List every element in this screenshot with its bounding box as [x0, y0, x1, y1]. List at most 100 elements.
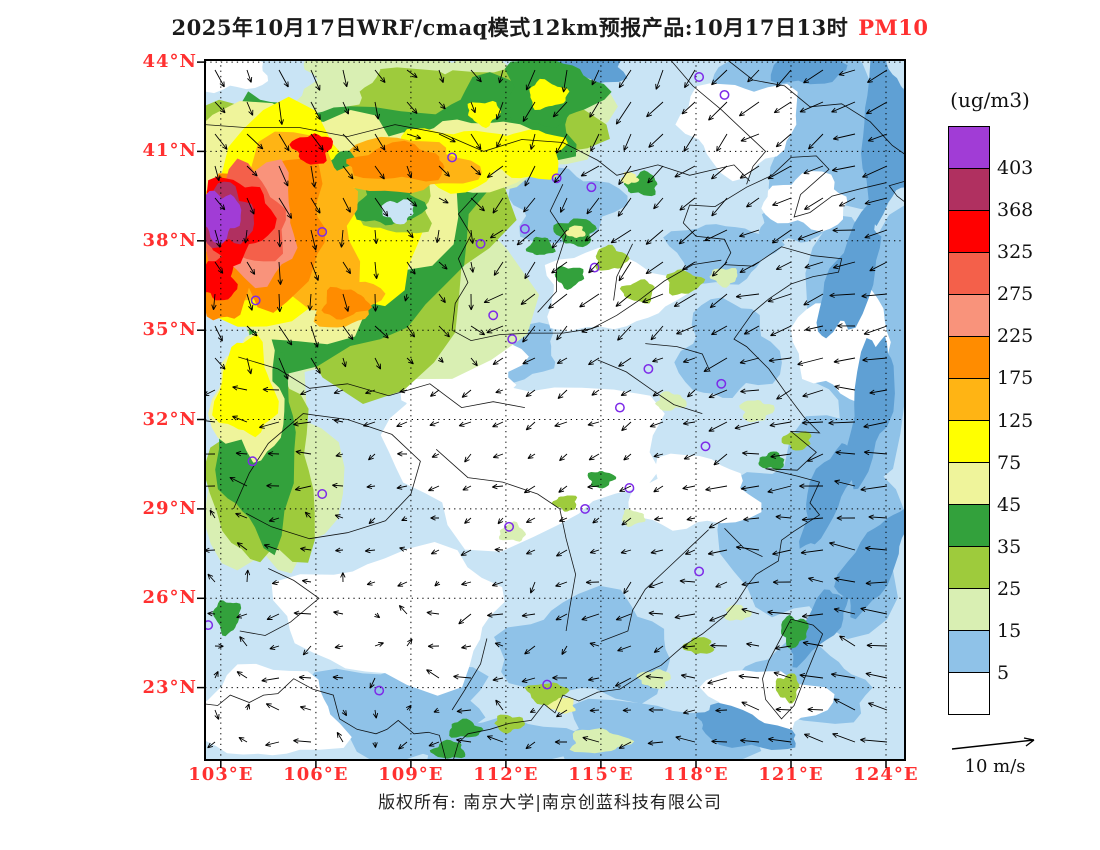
lat-tick-label: 44°N [142, 51, 197, 73]
field-region [674, 297, 782, 398]
wind-arrow-icon [648, 133, 664, 148]
field-region [380, 366, 665, 552]
wind-arrow-icon [342, 101, 349, 115]
wind-arrow-icon [495, 699, 504, 711]
field-region [212, 600, 242, 637]
wind-arrow-icon [426, 669, 440, 679]
wind-arrow-icon [682, 357, 696, 364]
wind-arrow-icon [623, 133, 632, 151]
wind-arrow-icon [864, 197, 888, 206]
wind-arrow-icon [716, 133, 728, 152]
station-circle-icon [719, 89, 730, 100]
wind-arrow-icon [438, 101, 446, 110]
wind-arrow-icon [561, 69, 568, 93]
geo-line [613, 243, 633, 301]
wind-arrow-icon [236, 542, 248, 551]
wind-arrow-icon [246, 101, 254, 116]
wind-arrow-icon [460, 549, 472, 556]
lat-tick-label: 32°N [142, 408, 197, 430]
wind-scale-label: 10 m/s [964, 756, 1026, 777]
geo-line [451, 638, 488, 711]
wind-arrow-icon [529, 707, 536, 713]
wind-arrow-icon [525, 741, 536, 750]
wind-arrow-icon [470, 101, 476, 114]
wind-arrow-icon [516, 229, 536, 246]
wind-arrow-icon [808, 576, 824, 583]
wind-arrow-icon [867, 133, 888, 142]
wind-arrow-icon [342, 261, 352, 275]
wind-arrow-icon [711, 325, 728, 336]
wind-arrow-icon [374, 69, 386, 84]
wind-arrow-icon [458, 421, 472, 427]
wind-arrow-icon [839, 635, 856, 647]
wind-arrow-icon [335, 547, 344, 553]
field-region [271, 542, 505, 696]
colorbar-cell [949, 420, 989, 462]
wind-arrow-icon [301, 578, 312, 584]
colorbar-value-label: 15 [997, 619, 1022, 642]
wind-arrow-icon [278, 325, 293, 346]
wind-arrow-icon [551, 261, 568, 274]
wind-arrow-icon [739, 165, 760, 179]
wind-arrow-icon [302, 645, 312, 656]
wind-arrow-icon [244, 569, 251, 583]
wind-arrow-icon [711, 738, 728, 745]
wind-arrow-icon [278, 165, 289, 187]
wind-arrow-icon [492, 197, 504, 214]
wind-arrow-icon [486, 612, 504, 618]
figure-title: 2025年10月17日WRF/cmaq模式12km预报产品:10月17日13时 P… [0, 12, 1100, 42]
wind-arrow-icon [214, 261, 224, 274]
wind-arrow-icon [864, 545, 888, 552]
wind-arrow-icon [556, 357, 568, 364]
wind-arrow-icon [434, 580, 441, 587]
colorbar-cell [949, 462, 989, 504]
wind-arrow-icon [589, 707, 600, 713]
wind-arrow-icon [491, 581, 504, 587]
colorbar-value-label: 25 [997, 577, 1022, 600]
wind-arrow-icon [617, 325, 632, 341]
wind-arrow-icon [268, 517, 280, 523]
wind-arrow-icon [396, 484, 408, 490]
station-circle-icon [580, 503, 591, 514]
wind-arrow-icon [266, 483, 280, 489]
wind-arrow-icon [556, 709, 568, 718]
wind-arrow-icon [707, 549, 728, 556]
wind-arrow-icon [214, 101, 226, 114]
field-region [770, 60, 848, 85]
wind-arrow-icon [525, 549, 536, 555]
wind-arrow-icon [246, 69, 253, 83]
wind-arrow-icon [680, 673, 696, 679]
wind-arrow-icon [236, 671, 248, 679]
wind-arrow-icon [558, 485, 568, 493]
wind-arrow-icon [214, 229, 222, 248]
wind-arrow-icon [647, 740, 664, 746]
wind-arrow-icon [405, 704, 412, 711]
wind-arrow-icon [492, 357, 504, 366]
wind-arrow-icon [713, 453, 728, 466]
wind-arrow-icon [304, 511, 312, 519]
wind-arrow-icon [711, 261, 728, 277]
wind-arrow-icon [333, 610, 344, 616]
wind-arrow-icon [341, 357, 347, 368]
wind-arrow-icon [683, 453, 696, 460]
wind-arrow-icon [738, 673, 760, 680]
geo-line [645, 343, 711, 373]
wind-arrow-icon [590, 133, 600, 152]
wind-arrow-icon [862, 165, 888, 178]
field-region [739, 400, 775, 423]
field-region [816, 201, 882, 339]
title-species-pm10: PM10 [858, 15, 929, 40]
wind-arrow-icon [587, 421, 600, 427]
wind-arrow-icon [207, 573, 216, 583]
wind-arrow-icon [461, 644, 472, 650]
wind-arrow-icon [735, 293, 760, 299]
field-region [682, 637, 715, 654]
wind-arrow-icon [524, 165, 536, 187]
wind-arrow-icon [397, 451, 408, 457]
wind-arrow-icon [621, 421, 632, 432]
wind-arrow-icon [617, 197, 632, 217]
colorbar-cell [949, 336, 989, 378]
colorbar-cell [949, 546, 989, 588]
station-circle-icon [624, 483, 635, 493]
field-region [628, 453, 762, 531]
